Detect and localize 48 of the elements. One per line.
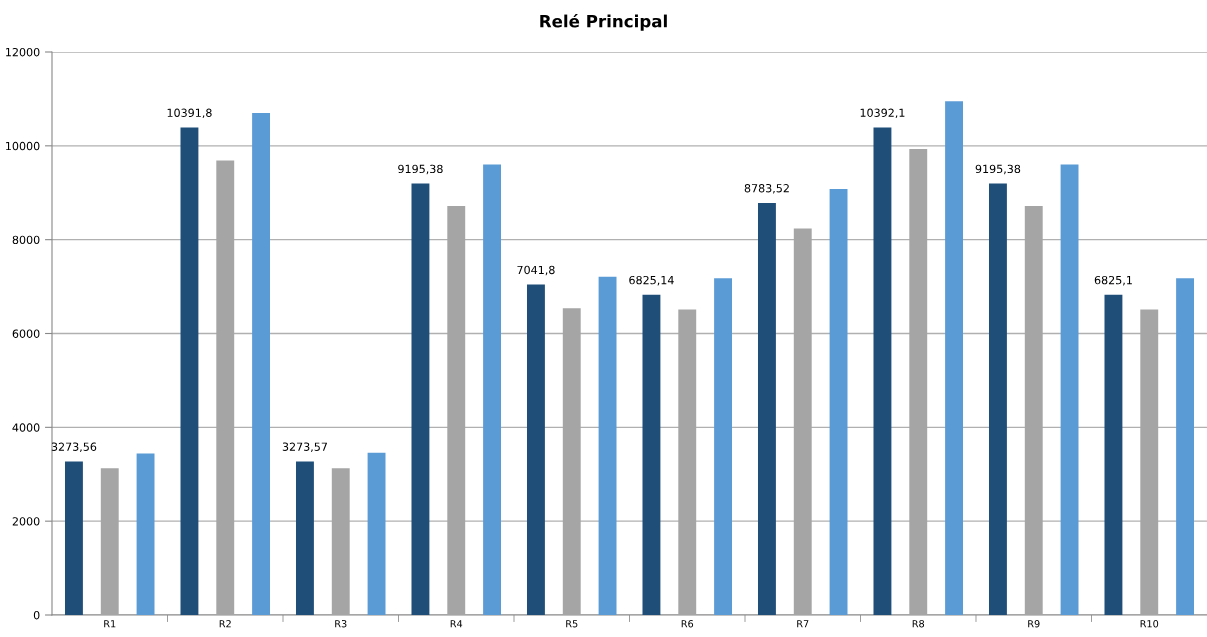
bar bbox=[252, 112, 271, 615]
bar bbox=[598, 276, 617, 615]
x-tick-label: R1 bbox=[104, 620, 116, 628]
data-label: 6825,14 bbox=[629, 275, 674, 286]
bar bbox=[714, 278, 733, 615]
x-tick-label: R10 bbox=[1140, 620, 1159, 628]
data-label: 6825,1 bbox=[1094, 275, 1132, 286]
x-tick-label: R4 bbox=[450, 620, 463, 628]
data-label: 8783,52 bbox=[744, 184, 789, 194]
bar bbox=[411, 183, 430, 615]
y-tick-label: 6000 bbox=[12, 329, 40, 338]
bar bbox=[642, 294, 661, 615]
bar bbox=[988, 183, 1007, 615]
x-tick-label: R5 bbox=[566, 620, 578, 628]
bar bbox=[367, 452, 386, 615]
bar bbox=[1104, 294, 1123, 615]
bar bbox=[483, 164, 502, 615]
x-tick-label: R3 bbox=[335, 620, 347, 628]
data-label: 7041,8 bbox=[517, 265, 555, 276]
data-label: 3273,56 bbox=[51, 442, 97, 453]
x-tick-label: R9 bbox=[1028, 620, 1040, 628]
chart-title: Relé Principal bbox=[540, 13, 667, 31]
bar bbox=[526, 284, 545, 615]
bar bbox=[945, 101, 964, 615]
bar bbox=[1060, 164, 1079, 615]
y-tick-label: 10000 bbox=[6, 141, 40, 151]
bar bbox=[295, 461, 314, 615]
bar bbox=[136, 453, 155, 615]
bar bbox=[829, 189, 848, 615]
x-tick-label: R6 bbox=[681, 620, 694, 628]
bar bbox=[180, 127, 199, 615]
bar bbox=[1176, 278, 1195, 615]
x-tick-label: R7 bbox=[797, 620, 809, 628]
y-tick-label: 0 bbox=[33, 610, 40, 620]
x-tick-label: R8 bbox=[912, 620, 925, 628]
y-tick-label: 2000 bbox=[12, 517, 40, 526]
y-tick-label: 4000 bbox=[12, 423, 40, 432]
data-label: 9195,38 bbox=[398, 164, 443, 175]
x-tick-label: R2 bbox=[219, 620, 231, 628]
bar bbox=[64, 461, 83, 615]
data-label: 10391,8 bbox=[167, 108, 212, 119]
bar bbox=[873, 127, 892, 615]
bar bbox=[757, 202, 776, 615]
data-label: 10392,1 bbox=[860, 108, 905, 119]
data-label: 9195,38 bbox=[975, 164, 1021, 175]
data-label: 3273,57 bbox=[282, 442, 327, 453]
y-tick-label: 8000 bbox=[12, 235, 40, 245]
y-tick-label: 12000 bbox=[6, 47, 40, 57]
